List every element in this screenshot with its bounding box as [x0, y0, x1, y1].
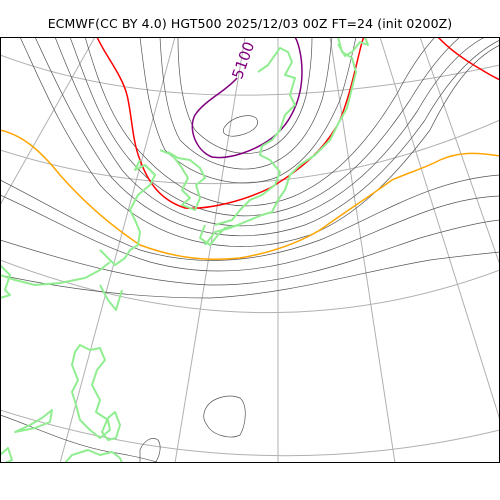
map-border: [0, 37, 500, 463]
height-contour: [0, 219, 500, 286]
closed-contour: [139, 438, 161, 463]
coastline-iceland: [337, 37, 369, 57]
longitude-line: [379, 37, 500, 421]
coastline-west: [0, 264, 11, 299]
coastline-svalbard: [101, 411, 121, 441]
contour-5400: [96, 37, 365, 209]
longitude-line: [0, 37, 96, 206]
latitude-line: [0, 54, 500, 96]
coastline-baffin: [99, 284, 123, 311]
map-title: ECMWF(CC BY 4.0) HGT500 2025/12/03 00Z F…: [47, 16, 453, 31]
latitude-line: [0, 259, 500, 314]
coastline-labrador: [0, 261, 111, 286]
height-contour: [69, 37, 461, 217]
height-contour: [54, 37, 486, 227]
contour-5700: [0, 129, 500, 260]
latitude-line: [0, 409, 500, 457]
height-contour: [34, 37, 500, 236]
height-contour: [0, 194, 500, 272]
height-contour: [159, 37, 333, 170]
height-contour: [0, 414, 161, 463]
height-contour: [19, 37, 500, 247]
height-contour: [0, 174, 500, 261]
coastline-arctic-islands: [71, 344, 111, 439]
coastline-arctic-islands-south: [14, 409, 53, 433]
coastline-greenland-inlets: [199, 224, 241, 246]
closed-contour: [203, 395, 246, 438]
coastline-arctic-bottom: [64, 449, 123, 463]
coastline-canada-east: [159, 149, 206, 211]
height-contour: [177, 37, 313, 154]
coastlines: [0, 37, 369, 463]
coastline-bottom-left: [0, 447, 13, 463]
longitude-line: [329, 37, 396, 463]
height-contour: [0, 251, 500, 299]
coastline-greenland-mid: [214, 47, 296, 226]
contour-5100-label: 5100: [228, 39, 258, 81]
height-contours: [0, 37, 500, 463]
height-contour: [84, 37, 436, 207]
low-center-contour: [222, 115, 258, 137]
map-frame: 5100: [0, 37, 500, 463]
latitude-line: [0, 119, 500, 185]
height-contour: [139, 37, 357, 184]
contour-5400-northeast: [437, 37, 500, 81]
coastline-hudson: [99, 159, 156, 266]
longitude-line: [419, 37, 500, 266]
coastline-greenland-east: [204, 37, 357, 246]
contour-5100: [191, 37, 303, 159]
longitude-line: [174, 37, 246, 463]
geopotential-height-map: 5100: [0, 37, 500, 463]
